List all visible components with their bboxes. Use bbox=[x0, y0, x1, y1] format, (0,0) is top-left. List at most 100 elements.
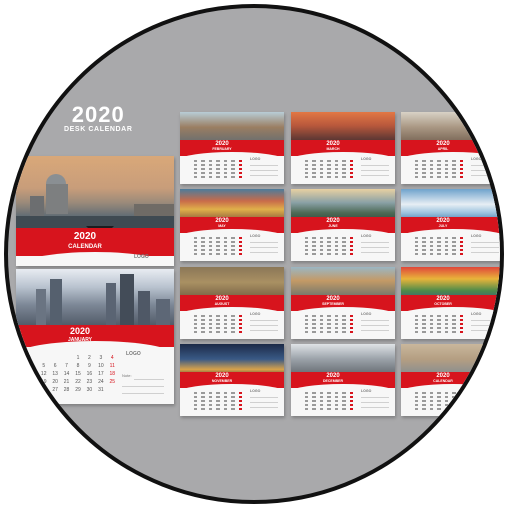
day-dot bbox=[231, 392, 235, 394]
day-cell: 20 bbox=[52, 379, 58, 385]
day-dot bbox=[223, 164, 228, 166]
day-dot bbox=[415, 404, 419, 406]
day-dot bbox=[231, 249, 235, 251]
day-dot bbox=[459, 392, 463, 394]
day-dot bbox=[194, 331, 198, 333]
month-name: MARCH bbox=[326, 147, 340, 151]
day-dot bbox=[349, 245, 353, 247]
day-dot bbox=[342, 176, 346, 178]
day-dot bbox=[208, 249, 213, 251]
day-dot bbox=[444, 392, 449, 394]
day-dot bbox=[349, 237, 353, 239]
cover-label: CALENDAR bbox=[68, 244, 102, 250]
day-dot bbox=[231, 404, 235, 406]
day-cell: 5 bbox=[42, 363, 46, 369]
day-dot bbox=[415, 392, 419, 394]
day-dot bbox=[208, 331, 213, 333]
day-dot bbox=[305, 249, 309, 251]
day-dot bbox=[415, 315, 419, 317]
day-dot bbox=[201, 164, 205, 166]
day-dot bbox=[452, 404, 456, 406]
day-dot bbox=[216, 249, 220, 251]
day-dot bbox=[194, 172, 198, 174]
day-dot bbox=[238, 327, 242, 329]
day-dot bbox=[201, 253, 205, 255]
day-cell: 8 bbox=[76, 363, 80, 369]
day-dot bbox=[223, 241, 228, 243]
day-dot bbox=[208, 168, 213, 170]
day-dot bbox=[231, 331, 235, 333]
day-dot bbox=[444, 172, 449, 174]
day-dot bbox=[422, 172, 426, 174]
day-dot bbox=[349, 160, 353, 162]
day-dot bbox=[327, 319, 331, 321]
day-dot bbox=[422, 245, 426, 247]
month-ribbon-curve bbox=[180, 384, 284, 392]
day-cell: 12 bbox=[40, 371, 47, 377]
day-grid bbox=[413, 391, 465, 411]
january-day-grid: 1 2 3 4 5 6 7 8 9 10 11 12 13 14 15 16 17 18 19 20 21 22 23 24 2… bbox=[38, 355, 118, 395]
day-dot bbox=[452, 237, 456, 239]
day-dot bbox=[327, 176, 331, 178]
day-dot bbox=[312, 323, 316, 325]
day-dot bbox=[415, 172, 419, 174]
day-dot bbox=[238, 172, 242, 174]
month-year: 2020 bbox=[436, 141, 450, 147]
day-grid bbox=[303, 159, 355, 179]
day-dot bbox=[216, 400, 220, 402]
month-ribbon-curve bbox=[180, 152, 284, 160]
day-dot bbox=[459, 408, 463, 410]
day-dot bbox=[422, 168, 426, 170]
day-dot bbox=[437, 323, 441, 325]
month-ribbon-curve bbox=[401, 384, 500, 392]
day-dot bbox=[319, 249, 324, 251]
day-dot bbox=[201, 319, 205, 321]
day-dot bbox=[422, 237, 426, 239]
day-grid bbox=[303, 391, 355, 411]
day-dot bbox=[334, 323, 339, 325]
day-dot bbox=[312, 164, 316, 166]
day-dot bbox=[437, 404, 441, 406]
day-dot bbox=[305, 323, 309, 325]
day-dot bbox=[437, 245, 441, 247]
day-dot bbox=[437, 319, 441, 321]
day-cell: 9 bbox=[88, 363, 91, 369]
day-dot bbox=[194, 327, 198, 329]
day-cell: 7 bbox=[65, 363, 68, 369]
note-line bbox=[471, 330, 499, 331]
day-dot bbox=[223, 396, 228, 398]
day-dot bbox=[216, 164, 220, 166]
day-dot bbox=[349, 315, 353, 317]
headline-subtitle: DESK CALENDAR bbox=[64, 126, 133, 133]
day-dot bbox=[208, 315, 213, 317]
day-dot bbox=[415, 164, 419, 166]
day-dot bbox=[194, 323, 198, 325]
note-line bbox=[361, 247, 389, 248]
day-dot bbox=[238, 176, 242, 178]
day-dot bbox=[349, 168, 353, 170]
month-name: SEPTEMBER bbox=[322, 302, 344, 306]
day-dot bbox=[319, 176, 324, 178]
day-dot bbox=[194, 392, 198, 394]
day-dot bbox=[444, 164, 449, 166]
day-dot bbox=[216, 319, 220, 321]
day-dot bbox=[201, 392, 205, 394]
day-dot bbox=[223, 245, 228, 247]
day-dot bbox=[452, 315, 456, 317]
day-dot bbox=[437, 331, 441, 333]
month-logo: LOGO bbox=[471, 234, 482, 238]
day-dot bbox=[459, 168, 463, 170]
day-dot bbox=[201, 172, 205, 174]
day-dot bbox=[238, 323, 242, 325]
day-dot bbox=[238, 392, 242, 394]
day-dot bbox=[327, 323, 331, 325]
day-dot bbox=[208, 396, 213, 398]
day-dot bbox=[342, 404, 346, 406]
cover-ribbon-curve bbox=[16, 252, 174, 266]
month-card-june: 2020 JUNE LOGO bbox=[291, 189, 395, 261]
day-dot bbox=[422, 331, 426, 333]
cover-year: 2020 bbox=[73, 231, 97, 242]
month-card-march: 2020 MARCH LOGO bbox=[291, 112, 395, 184]
month-year: 2020 bbox=[436, 296, 450, 302]
day-dot bbox=[312, 253, 316, 255]
